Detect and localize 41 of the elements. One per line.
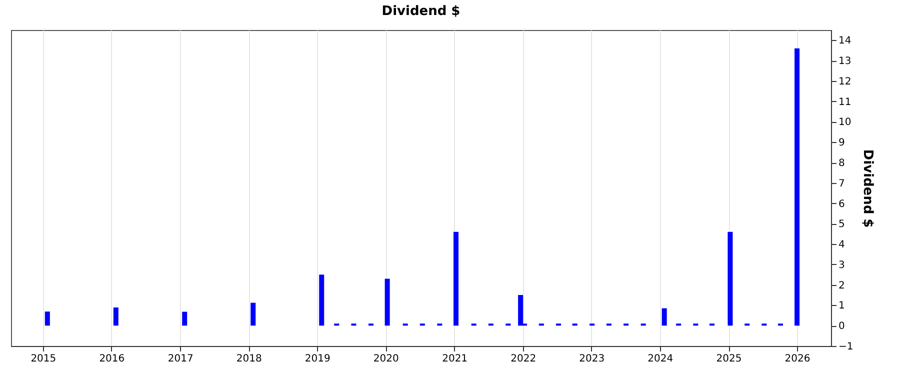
bar	[662, 308, 667, 326]
x-tick-label: 2022	[510, 354, 536, 364]
y-tick-label: 11	[838, 96, 852, 108]
bar	[182, 312, 188, 326]
bar	[794, 48, 800, 326]
y-tick-label: 2	[838, 280, 845, 292]
y-tick-label: 13	[838, 56, 852, 68]
x-tick-label: 2018	[236, 354, 262, 364]
x-tick-label: 2017	[168, 354, 194, 364]
y-axis-title: Dividend $	[860, 149, 876, 228]
bar	[728, 232, 733, 326]
x-tick-label: 2026	[784, 354, 810, 364]
bar	[44, 312, 50, 326]
y-tick-label: 9	[838, 138, 845, 149]
bar	[518, 295, 524, 326]
y-tick-label: 8	[838, 158, 845, 170]
bar	[319, 274, 324, 326]
bar	[454, 232, 459, 326]
y-tick-label: 14	[838, 36, 852, 47]
y-tick-label: 6	[838, 198, 845, 210]
y-tick-label: 1	[838, 300, 845, 312]
y-tick-label: 12	[838, 76, 852, 88]
x-tick-label: 2016	[99, 354, 125, 364]
y-tick-label: 3	[838, 260, 845, 271]
y-tick-label: 7	[838, 178, 845, 190]
y-tick-label: 0	[838, 321, 845, 332]
x-tick-label: 2021	[442, 354, 468, 364]
x-tick-label: 2019	[304, 354, 330, 364]
y-tick-label: 4	[838, 240, 845, 251]
bar	[113, 307, 118, 326]
bar	[250, 302, 256, 326]
x-tick-label: 2020	[373, 354, 399, 364]
y-tick-label: 5	[838, 219, 845, 230]
bar	[384, 278, 390, 326]
x-tick-label: 2023	[579, 354, 605, 364]
chart-title: Dividend $	[382, 4, 460, 19]
y-tick-label: −1	[838, 342, 854, 352]
x-tick-label: 2025	[716, 354, 742, 364]
x-tick-label: 2015	[30, 354, 56, 364]
x-tick-label: 2024	[648, 354, 674, 364]
y-tick-label: 10	[838, 117, 852, 128]
